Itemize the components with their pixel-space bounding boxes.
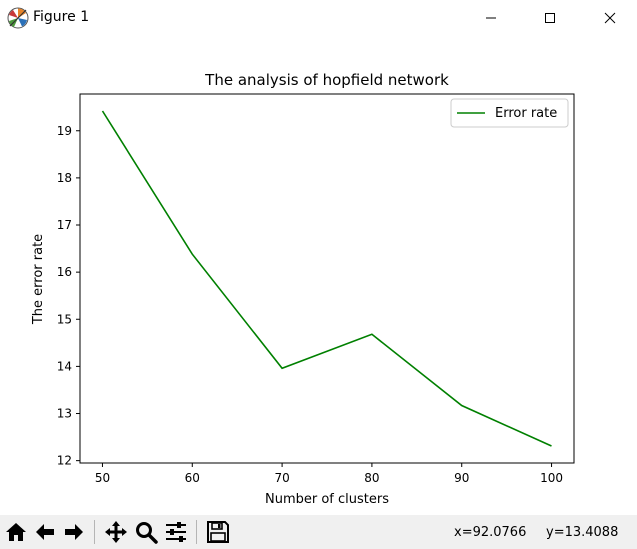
home-button[interactable] [2, 518, 30, 546]
x-tick-label: 70 [274, 471, 289, 485]
x-axis-label: Number of clusters [265, 492, 389, 507]
legend-label-error-rate: Error rate [495, 106, 557, 121]
y-axis: 12 13 14 15 16 17 18 19 [57, 124, 80, 468]
chart-title: The analysis of hopfield network [204, 71, 449, 89]
y-tick-label: 15 [57, 312, 72, 326]
x-tick-label: 100 [540, 471, 563, 485]
y-tick-label: 19 [57, 124, 72, 138]
maximize-icon [545, 13, 555, 23]
x-tick-label: 60 [185, 471, 200, 485]
x-tick-label: 50 [95, 471, 110, 485]
x-axis: 50 60 70 80 90 100 [95, 463, 563, 485]
save-button[interactable] [204, 518, 232, 546]
y-tick-label: 18 [57, 171, 72, 185]
window-title: Figure 1 [33, 9, 90, 25]
y-tick-label: 14 [57, 359, 72, 373]
series-line-error-rate [101, 110, 552, 447]
home-icon [6, 523, 26, 541]
legend: Error rate [450, 98, 569, 128]
forward-button[interactable] [60, 518, 88, 546]
cursor-x-readout: x=92.0766 [454, 525, 527, 540]
y-tick-label: 13 [57, 407, 72, 421]
toolbar-separator [196, 520, 197, 544]
zoom-button[interactable] [132, 518, 160, 546]
arrow-right-icon [65, 524, 83, 540]
legend-box [450, 98, 569, 128]
configure-subplots-button[interactable] [162, 518, 190, 546]
x-tick-label: 80 [364, 471, 379, 485]
line-chart: The analysis of hopfield network 50 60 70 8… [31, 71, 575, 507]
move-icon [105, 521, 127, 543]
figure-canvas[interactable]: The analysis of hopfield network 50 60 70 8… [0, 36, 637, 515]
magnifier-icon [136, 522, 158, 544]
y-tick-label: 16 [57, 265, 72, 279]
matplotlib-logo-icon [7, 7, 29, 29]
maximize-button[interactable] [527, 0, 573, 36]
minimize-icon [486, 17, 496, 19]
y-axis-label: The error rate [31, 234, 46, 325]
cursor-y-readout: y=13.4088 [546, 525, 619, 540]
close-button[interactable] [587, 0, 633, 36]
x-tick-label: 90 [454, 471, 469, 485]
navigation-toolbar: x=92.0766 y=13.4088 [0, 515, 637, 549]
back-button[interactable] [31, 518, 59, 546]
sliders-icon [166, 522, 186, 542]
plot-area [79, 93, 575, 464]
minimize-button[interactable] [468, 0, 514, 36]
pan-button[interactable] [102, 518, 130, 546]
window-titlebar: Figure 1 [0, 0, 637, 36]
floppy-disk-icon [207, 521, 229, 543]
y-tick-label: 17 [57, 218, 72, 232]
toolbar-separator [94, 520, 95, 544]
arrow-left-icon [36, 524, 54, 540]
y-tick-label: 12 [57, 454, 72, 468]
close-icon [604, 12, 616, 24]
